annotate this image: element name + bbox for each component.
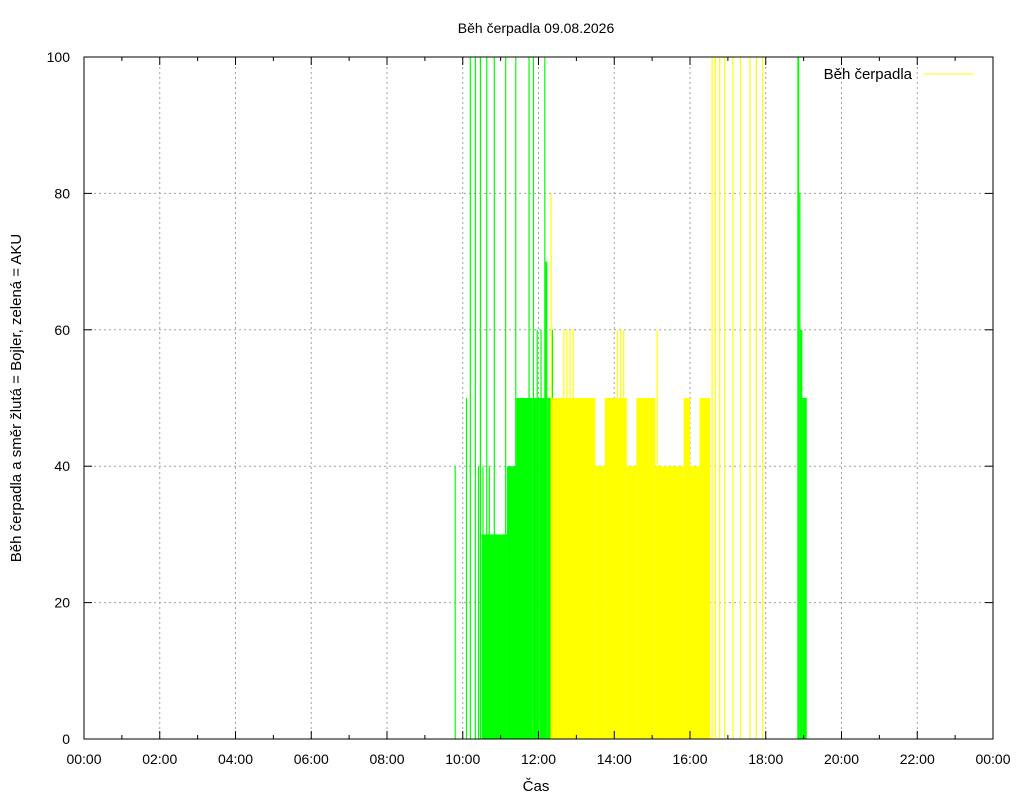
y-tick-label: 60: [54, 322, 70, 338]
x-axis-title: Čas: [523, 778, 550, 795]
legend: Běh čerpadla: [824, 66, 974, 83]
bar-block-bojler: [683, 398, 690, 739]
bar-block-bojler: [604, 398, 627, 739]
x-tick-label: 14:00: [597, 751, 632, 767]
bar-block-aku: [506, 466, 517, 739]
bar-block-bojler: [636, 398, 656, 739]
x-tick-label: 20:00: [824, 751, 859, 767]
labels-layer: 00:00 02:00 04:00 06:00 08:00 10:00 12:00 14:00…: [47, 49, 1011, 767]
bar-block-aku: [516, 398, 533, 739]
y-tick-label: 100: [47, 49, 71, 65]
x-tick-label: 02:00: [142, 751, 177, 767]
bar-block-bojler: [626, 466, 637, 739]
x-tick-label: 00:00: [66, 751, 101, 767]
x-tick-label: 10:00: [445, 751, 480, 767]
x-tick-label: 12:00: [521, 751, 556, 767]
bar-block-aku: [532, 398, 540, 739]
ticks-layer: [83, 56, 994, 740]
y-tick-label: 0: [62, 731, 70, 747]
bar-block-bojler: [690, 466, 700, 739]
chart-title: Běh čerpadla 09.08.2026: [458, 20, 615, 36]
bar-block-aku: [799, 193, 801, 739]
y-tick-label: 80: [54, 185, 70, 201]
x-tick-label: 04:00: [218, 751, 253, 767]
bar-block-aku: [797, 57, 800, 739]
x-tick-label: 22:00: [900, 751, 935, 767]
bar-block-aku: [539, 398, 545, 739]
x-tick-label: 06:00: [294, 751, 329, 767]
bar-block-aku: [547, 398, 552, 739]
bar-block-bojler: [595, 466, 605, 739]
bar-block-aku: [800, 329, 803, 739]
x-tick-label: 08:00: [369, 751, 404, 767]
x-tick-label: 18:00: [748, 751, 783, 767]
data-layer: [454, 57, 807, 739]
bar-block-bojler: [655, 466, 684, 739]
x-tick-label: 00:00: [975, 751, 1010, 767]
y-tick-label: 40: [54, 458, 70, 474]
legend-label: Běh čerpadla: [824, 66, 913, 83]
y-axis-title: Běh čerpadla a směr žlutá = Bojler, zele…: [8, 234, 25, 563]
y-tick-label: 20: [54, 595, 70, 611]
bar-block-bojler: [699, 398, 711, 739]
x-tick-label: 16:00: [672, 751, 707, 767]
bar-block-aku: [802, 398, 807, 739]
